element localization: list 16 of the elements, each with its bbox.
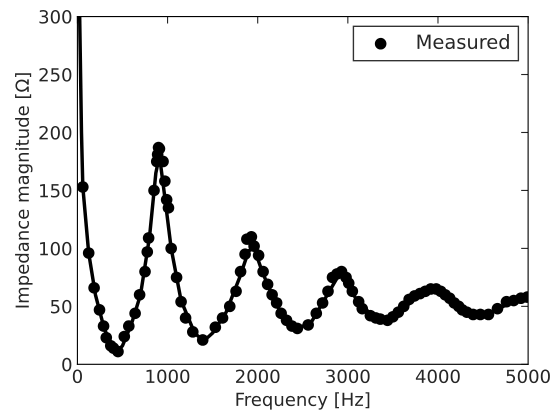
x-tick-label: 5000 [506,370,550,384]
y-tick-label: 50 [50,300,72,314]
y-axis-title: Impedance magnitude [Ω] [15,73,33,308]
x-tick-label: 3000 [326,370,370,384]
x-tick-label: 4000 [416,370,460,384]
y-tick-label: 300 [39,10,72,24]
y-tick-label: 250 [39,68,72,82]
x-tick-label: 2000 [236,370,280,384]
legend-label: Measured [418,34,509,50]
x-axis-title: Frequency [Hz] [236,392,370,410]
y-tick-label: 100 [40,242,72,256]
x-tick-label: 0 [72,370,82,384]
y-tick-label: 200 [39,126,72,140]
y-tick-label: 0 [62,358,72,372]
y-tick-label: 150 [40,184,72,198]
x-tick-label: 1000 [146,370,190,384]
